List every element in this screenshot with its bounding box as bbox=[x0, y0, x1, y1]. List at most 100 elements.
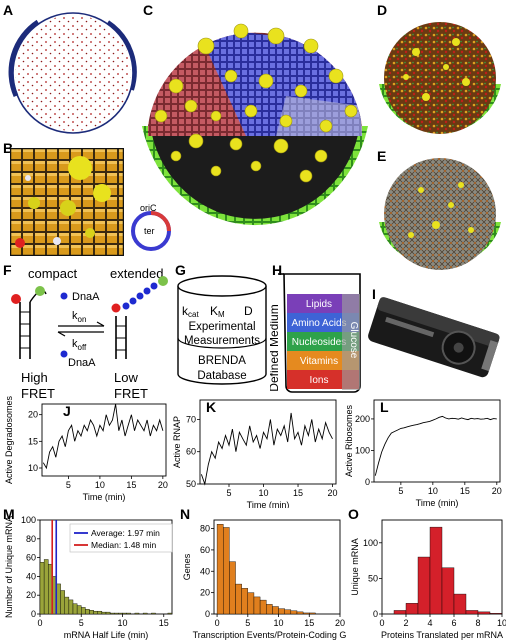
panel-label-h: H bbox=[272, 262, 283, 278]
histogram-bar bbox=[142, 612, 148, 615]
y-tick-label: 100 bbox=[363, 538, 378, 548]
y-tick-label: 40 bbox=[26, 571, 36, 581]
low-label: Low bbox=[114, 370, 138, 385]
histogram-bar bbox=[60, 590, 65, 615]
legend-box bbox=[69, 523, 173, 553]
x-tick-label: 2 bbox=[403, 618, 408, 628]
brenda-label: BRENDA bbox=[198, 355, 246, 367]
panel-label-a: A bbox=[3, 2, 14, 18]
histogram-bar bbox=[126, 612, 131, 615]
histogram-bar bbox=[101, 611, 107, 615]
y-tick-label: 80 bbox=[26, 534, 36, 544]
cell-cross-section-image bbox=[8, 12, 137, 134]
chart-j: 5 10 15 20 10 15 20 Time (min) Active Degradosom… bbox=[4, 396, 168, 502]
chart-m: 0 5 10 15 0 20 40 60 80 100 mRNA Half Life (min) Nu… bbox=[4, 515, 173, 640]
histogram-bar bbox=[122, 612, 127, 615]
x-tick-label: 10 bbox=[95, 480, 105, 490]
y-tick-label: 0 bbox=[31, 609, 36, 619]
series-line bbox=[374, 415, 497, 476]
x-tick-label: 4 bbox=[427, 618, 432, 628]
y-axis-label: Active Degradosomes bbox=[4, 396, 14, 484]
histogram-bar bbox=[302, 612, 310, 615]
x-axis-label: Proteins Translated per mRNA bbox=[381, 630, 503, 640]
x-tick-label: 10 bbox=[497, 618, 506, 628]
y-tick-label: 20 bbox=[28, 410, 38, 420]
medium-layer bbox=[287, 313, 359, 332]
panel-label-l: L bbox=[380, 399, 389, 415]
panel-label-b: B bbox=[3, 140, 14, 156]
histogram-bar bbox=[97, 610, 103, 615]
y-tick-label: 200 bbox=[355, 414, 370, 424]
y-tick-label: 40 bbox=[200, 566, 210, 576]
extended-label: extended bbox=[110, 266, 164, 281]
series-line bbox=[200, 412, 333, 486]
x-tick-label: 15 bbox=[126, 480, 136, 490]
x-tick-label: 0 bbox=[37, 618, 42, 628]
histogram-bar bbox=[309, 612, 316, 615]
kon-symbol: k bbox=[72, 310, 78, 322]
histogram-bar bbox=[290, 610, 298, 615]
ori-label: oriC bbox=[140, 203, 157, 213]
y-axis-label: Number of Unique mRNA bbox=[4, 516, 14, 618]
histogram-bar bbox=[235, 583, 242, 615]
medium-layer bbox=[287, 351, 359, 370]
histogram-bar bbox=[81, 607, 86, 615]
legend: Average: 1.97 min Median: 1.48 min bbox=[69, 523, 173, 553]
x-axis-label: mRNA Half Life (min) bbox=[64, 630, 149, 640]
histogram-bar bbox=[489, 613, 503, 615]
whole-cell-render-image bbox=[142, 23, 368, 226]
panel-label-m: M bbox=[3, 506, 15, 522]
histogram-bar bbox=[417, 556, 431, 615]
y-tick-label: 70 bbox=[186, 414, 196, 424]
histogram-bar bbox=[118, 612, 123, 615]
koff-symbol: k bbox=[72, 338, 78, 350]
panel-label-f: F bbox=[3, 262, 12, 278]
diffusion-symbol: D bbox=[244, 304, 253, 318]
y-tick-label: 0 bbox=[365, 477, 370, 487]
x-tick-label: 20 bbox=[328, 488, 338, 498]
histogram-bar bbox=[272, 606, 279, 615]
x-tick-label: 10 bbox=[274, 618, 284, 628]
histogram-bar bbox=[56, 583, 61, 615]
legend-entry: Median: 1.48 min bbox=[91, 540, 156, 550]
panel-label-e: E bbox=[377, 148, 387, 164]
y-tick-label: 0 bbox=[373, 609, 378, 619]
database-label: Database bbox=[197, 370, 246, 382]
histogram-bar bbox=[68, 599, 74, 615]
x-tick-label: 20 bbox=[335, 618, 345, 628]
cell-with-mrna-image bbox=[379, 158, 501, 270]
compact-label: compact bbox=[28, 266, 78, 281]
dnaa-top-label: DnaA bbox=[72, 291, 100, 303]
histogram-bar bbox=[284, 609, 292, 615]
histogram-bar bbox=[43, 559, 49, 615]
histogram-bar bbox=[465, 610, 479, 615]
histogram-bar bbox=[109, 612, 115, 615]
left-dna-ladder bbox=[11, 286, 47, 359]
panel-label-k: K bbox=[206, 399, 217, 415]
svg-text:KM: KM bbox=[210, 304, 225, 319]
glucose-column bbox=[342, 294, 360, 390]
chart-k: 5 10 15 20 50 60 70 Time (min) Active RNAP bbox=[172, 399, 338, 508]
x-tick-label: 8 bbox=[475, 618, 480, 628]
y-axis-label: Genes bbox=[182, 553, 192, 580]
histogram-bar bbox=[72, 603, 78, 615]
histogram-bar bbox=[453, 593, 467, 615]
fret-label-2: FRET bbox=[114, 386, 148, 401]
histogram-bar bbox=[241, 588, 249, 615]
y-tick-label: 60 bbox=[200, 545, 210, 555]
histogram-bar bbox=[253, 596, 261, 615]
medium-layer-label: Amino Acids bbox=[291, 318, 346, 329]
histogram-bar bbox=[105, 611, 111, 615]
kon-subscript: on bbox=[78, 315, 87, 324]
defined-medium-beaker: Lipids Amino Acids Nucleosides Vitamins Ions… bbox=[270, 273, 361, 393]
y-tick-label: 20 bbox=[26, 590, 36, 600]
svg-text:kcat: kcat bbox=[182, 304, 199, 319]
medium-layer-label: Nucleosides bbox=[292, 337, 346, 348]
y-axis-label: Active RNAP bbox=[172, 416, 182, 468]
histogram-bar bbox=[167, 612, 173, 615]
x-tick-label: 10 bbox=[117, 618, 127, 628]
gpu-image bbox=[368, 297, 500, 378]
fret-label-1: FRET bbox=[21, 386, 55, 401]
histogram-bar bbox=[393, 610, 407, 615]
